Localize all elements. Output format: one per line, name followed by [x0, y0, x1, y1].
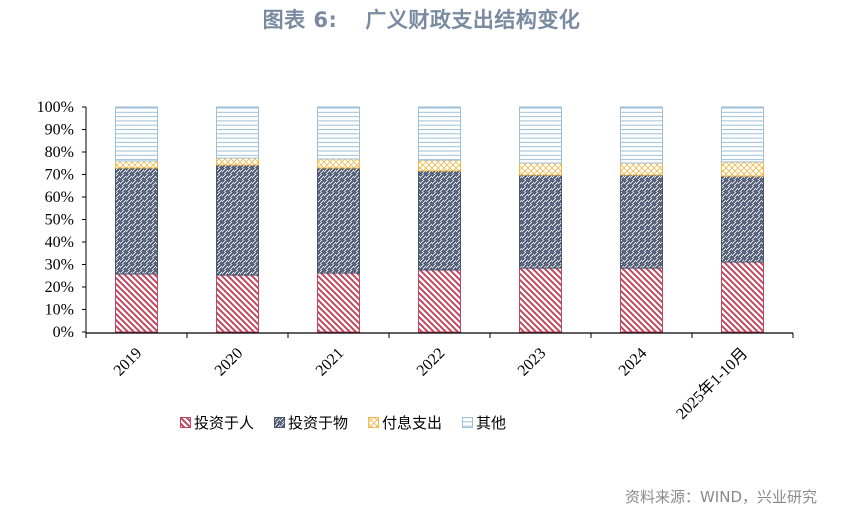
x-tick-label: 2019	[111, 345, 146, 380]
bar-2025年1-10月	[721, 106, 764, 333]
bar-segment	[721, 175, 764, 263]
legend-swatch-icon	[180, 417, 191, 428]
y-tick-label: 100%	[37, 99, 74, 116]
bar-2019	[115, 106, 158, 333]
bar-segment	[418, 106, 461, 161]
bar-segment	[418, 170, 461, 271]
bar-segment	[620, 174, 663, 269]
bar-segment	[620, 106, 663, 164]
bar-segment	[620, 162, 663, 176]
x-tick-label: 2024	[616, 345, 651, 380]
bar-segment	[216, 106, 259, 159]
legend-item: 投资于人	[180, 412, 254, 433]
source-note: 资料来源：WIND，兴业研究	[624, 488, 817, 506]
legend-swatch-icon	[462, 417, 474, 428]
bar-segment	[317, 272, 360, 333]
bar-segment	[115, 167, 158, 275]
bar-segment	[418, 269, 461, 333]
bar-segment	[519, 267, 562, 333]
bar-2024	[620, 106, 663, 333]
bar-segment	[115, 273, 158, 333]
bar-segment	[317, 167, 360, 274]
y-tick-label: 30%	[45, 257, 74, 274]
x-tick-label: 2022	[414, 345, 449, 380]
bar-segment	[519, 106, 562, 164]
y-axis: 0% 10% 20% 30% 40% 50% 60% 70% 80% 90% 100%	[37, 99, 87, 341]
legend-label: 其他	[476, 414, 507, 432]
legend-swatch-icon	[274, 417, 286, 428]
legend-label: 投资于人	[194, 414, 255, 432]
bar-segment	[317, 106, 360, 160]
y-tick-label: 90%	[45, 122, 74, 139]
legend-item: 付息支出	[368, 412, 442, 433]
y-tick-label: 50%	[45, 212, 74, 229]
bar-segment	[721, 106, 764, 163]
bar-segment	[216, 164, 259, 276]
bar-segment	[216, 157, 259, 166]
bar-2023	[519, 106, 562, 333]
legend-item: 其他	[462, 412, 506, 433]
bar-segment	[519, 174, 562, 269]
bar-segment	[721, 161, 764, 177]
x-tick-label: 2023	[515, 345, 550, 380]
y-tick-label: 70%	[45, 167, 74, 184]
y-tick-label: 0%	[53, 324, 74, 341]
bar-2020	[216, 106, 259, 333]
legend-item: 投资于物	[274, 412, 348, 433]
bar-segment	[115, 106, 158, 162]
legend-swatch-icon	[368, 417, 380, 428]
x-axis: 2019 2020 2021 2022 2023 2024 2025年1-10月	[85, 332, 794, 423]
bar-2021	[317, 106, 360, 333]
y-tick-label: 60%	[45, 189, 74, 206]
figure-title: 广义财政支出结构变化	[365, 8, 581, 32]
bar-2022	[418, 106, 461, 333]
x-tick-label: 2021	[313, 345, 348, 380]
bars	[115, 106, 764, 333]
bar-segment	[519, 162, 562, 176]
x-tick-label: 2025年1-10月	[673, 344, 752, 423]
y-tick-label: 80%	[45, 144, 74, 161]
y-tick-label: 20%	[45, 279, 74, 296]
bar-segment	[317, 158, 360, 169]
legend-label: 付息支出	[382, 414, 443, 432]
legend: 投资于人 投资于物 付息支出 其他	[180, 412, 506, 433]
chart-title: 图表 6: 广义财政支出结构变化	[0, 4, 843, 34]
bar-segment	[620, 267, 663, 333]
x-tick-label: 2020	[212, 345, 247, 380]
bar-segment	[115, 160, 158, 169]
figure-label: 图表 6:	[262, 8, 338, 32]
y-tick-label: 10%	[45, 302, 74, 319]
bar-segment	[216, 274, 259, 333]
bar-segment	[418, 159, 461, 172]
bar-segment	[721, 261, 764, 333]
legend-label: 投资于物	[288, 414, 349, 432]
y-tick-label: 40%	[45, 234, 74, 251]
